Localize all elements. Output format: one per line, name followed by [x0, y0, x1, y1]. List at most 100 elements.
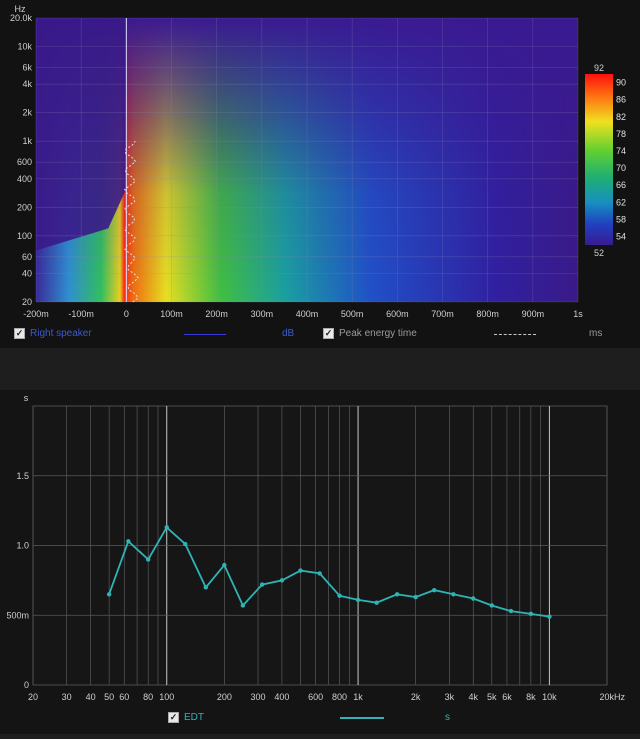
- spectrogram-x-tick: 700m: [431, 309, 454, 319]
- edt-y-tick: 500m: [6, 610, 29, 620]
- edt-x-tick: 800: [332, 692, 347, 702]
- colorbar-tick: 54: [616, 231, 626, 241]
- spectrogram-x-tick: 800m: [476, 309, 499, 319]
- spectrogram-y-tick: 20: [22, 297, 32, 307]
- edt-x-tick: 6k: [502, 692, 512, 702]
- spectrogram-x-tick: -200m: [23, 309, 49, 319]
- edt-data-point: [508, 608, 514, 614]
- edt-data-point: [317, 571, 322, 576]
- spectrogram-y-tick: 6k: [22, 62, 32, 72]
- edt-legend-unit: s: [445, 712, 450, 723]
- spectrogram-x-tick: 100m: [160, 309, 183, 319]
- spectrogram-y-tick: 2k: [22, 108, 32, 118]
- spectrogram-y-tick: 100: [17, 231, 32, 241]
- spectrogram-y-tick: 40: [22, 269, 32, 279]
- edt-data-point: [337, 593, 342, 598]
- spectrogram-x-tick: 0: [124, 309, 129, 319]
- spectrogram-y-tick: 400: [17, 174, 32, 184]
- edt-x-tick: 50: [104, 692, 114, 702]
- spectrogram-y-tick: 20.0k: [10, 13, 33, 23]
- edt-data-point: [374, 600, 379, 605]
- peak-energy-label: Peak energy time: [339, 328, 417, 339]
- peak-energy-checkbox[interactable]: ✓: [323, 328, 334, 339]
- edt-line-swatch: [340, 717, 384, 719]
- spectrogram-y-tick: 10k: [17, 41, 32, 51]
- edt-data-point: [183, 541, 188, 547]
- edt-x-tick: 8k: [526, 692, 536, 702]
- edt-y-tick: 0: [24, 680, 29, 690]
- edt-data-point: [298, 568, 303, 573]
- colorbar-tick: 58: [616, 214, 626, 224]
- edt-data-point: [547, 614, 552, 619]
- edt-data-point: [145, 557, 151, 562]
- edt-x-tick: 2k: [411, 692, 421, 702]
- spectrogram-y-tick: 4k: [22, 79, 32, 89]
- edt-x-tick: 40: [86, 692, 96, 702]
- colorbar-tick: 82: [616, 112, 626, 122]
- spectrogram-x-tick: -100m: [68, 309, 94, 319]
- edt-data-point: [528, 611, 534, 617]
- edt-legend-label: EDT: [184, 712, 204, 723]
- spectrogram-x-tick: 300m: [251, 309, 274, 319]
- edt-chart: 0 500m 1.0 1.5 s 20 30 40 50 60 80 100 200 300 400 600 8…: [6, 393, 625, 702]
- edt-data-point: [471, 596, 476, 601]
- spectrogram-x-tick: 1s: [573, 309, 583, 319]
- edt-data-point: [164, 525, 169, 530]
- edt-data-point: [222, 562, 227, 568]
- edt-data-point: [451, 592, 456, 597]
- spectrogram-x-tick: 400m: [296, 309, 319, 319]
- colorbar-tick: 86: [616, 95, 626, 105]
- edt-legend: ✓ EDT: [168, 712, 210, 723]
- spectrogram-y-tick: 200: [17, 202, 32, 212]
- edt-x-tick: 20: [28, 692, 38, 702]
- colorbar-tick: 66: [616, 180, 626, 190]
- edt-data-point: [355, 597, 361, 603]
- spectrogram-y-tick: 60: [22, 252, 32, 262]
- edt-x-tick: 20kHz: [599, 692, 625, 702]
- colorbar-tick: 78: [616, 129, 626, 139]
- edt-x-tick: 400: [274, 692, 289, 702]
- edt-x-tick: 10k: [542, 692, 557, 702]
- edt-checkbox[interactable]: ✓: [168, 712, 179, 723]
- edt-y-tick: 1.5: [16, 471, 29, 481]
- colorbar-bottom-label: 52: [594, 248, 604, 258]
- right-speaker-label: Right speaker: [30, 328, 92, 339]
- edt-x-tick: 1k: [353, 692, 363, 702]
- spectrogram-x-tick: 600m: [386, 309, 409, 319]
- edt-data-point: [432, 587, 437, 593]
- edt-x-tick: 100: [159, 692, 174, 702]
- edt-x-tick: 60: [119, 692, 129, 702]
- edt-panel: 0 500m 1.0 1.5 s 20 30 40 50 60 80 100 200 300 400 600 8…: [0, 390, 640, 734]
- edt-y-tick: s: [24, 393, 29, 403]
- edt-x-tick: 80: [143, 692, 153, 702]
- spectrogram-x-tick: 200m: [205, 309, 228, 319]
- spectrogram-panel: Hz 20.0k 10k 6k 4k 2k 1k 600 400 200 100 60 40 20 -200…: [0, 0, 640, 348]
- spectrogram-y-tick: 600: [17, 157, 32, 167]
- spectrogram-x-tick: 900m: [522, 309, 545, 319]
- colorbar-top-label: 92: [594, 63, 604, 73]
- edt-y-tick: 1.0: [16, 541, 29, 551]
- edt-data-point: [240, 603, 246, 608]
- edt-data-point: [106, 592, 112, 597]
- spectrogram-y-tick: 1k: [22, 136, 32, 146]
- spectrogram-y-unit: Hz: [15, 4, 26, 14]
- edt-x-tick: 5k: [487, 692, 497, 702]
- edt-x-tick: 30: [62, 692, 72, 702]
- peak-energy-curve: [123, 140, 139, 303]
- edt-data-point: [394, 592, 400, 597]
- edt-x-tick: 600: [308, 692, 323, 702]
- colorbar-tick: 62: [616, 197, 626, 207]
- right-speaker-checkbox[interactable]: ✓: [14, 328, 25, 339]
- peak-energy-line-swatch: [494, 334, 536, 335]
- spectrogram-legend: ✓ Right speaker: [14, 328, 98, 339]
- edt-x-tick: 200: [217, 692, 232, 702]
- spectrogram-x-tick: 500m: [341, 309, 364, 319]
- edt-x-tick: 3k: [445, 692, 455, 702]
- edt-data-point: [259, 582, 265, 587]
- edt-data-point: [279, 578, 285, 583]
- peak-energy-unit: ms: [589, 328, 603, 339]
- colorbar: [585, 74, 613, 245]
- right-speaker-line-swatch: [184, 334, 226, 335]
- edt-data-point: [489, 603, 495, 608]
